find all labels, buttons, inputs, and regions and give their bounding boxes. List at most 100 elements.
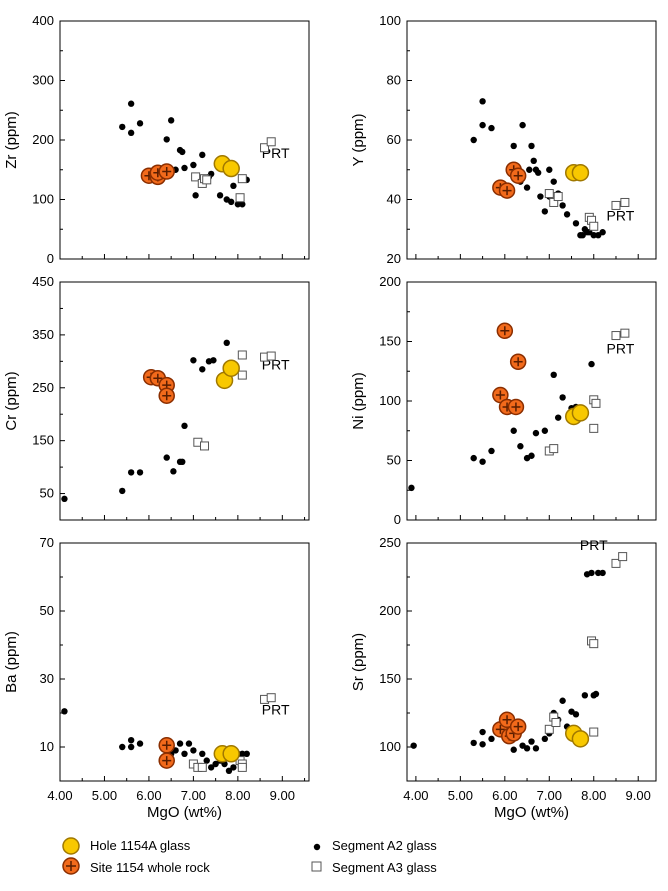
point-a2-glass bbox=[550, 178, 557, 185]
point-a2-glass bbox=[181, 164, 188, 172]
point-a2-glass bbox=[488, 447, 495, 455]
point-a2-glass bbox=[526, 166, 533, 173]
point-whole-rock bbox=[496, 322, 514, 340]
point-a2-glass bbox=[541, 427, 549, 434]
x-tick-label: 7.00 bbox=[181, 788, 206, 803]
y-tick-label: 400 bbox=[32, 13, 54, 28]
point-a2-glass bbox=[136, 469, 144, 476]
x-tick-label: 6.00 bbox=[492, 788, 517, 803]
point-a2-glass bbox=[212, 760, 219, 768]
point-whole-rock-cross bbox=[162, 167, 172, 177]
point-a2-glass bbox=[594, 569, 602, 577]
point-whole-rock bbox=[492, 386, 509, 404]
prt-annotation: PRT bbox=[607, 340, 635, 356]
point-a2-glass bbox=[127, 743, 135, 751]
point-a2-glass bbox=[510, 427, 517, 434]
legend-symbol-whole-rock bbox=[61, 856, 81, 876]
point-whole-rock bbox=[158, 163, 175, 180]
point-a3-glass bbox=[620, 328, 630, 338]
plot-frame bbox=[406, 542, 657, 782]
point-a2-glass bbox=[163, 136, 170, 143]
point-a2-glass bbox=[572, 220, 580, 227]
point-a3-glass bbox=[589, 727, 599, 737]
point-a2-glass bbox=[528, 452, 535, 459]
y-tick-label: 0 bbox=[47, 251, 54, 266]
point-whole-rock-cross bbox=[502, 186, 512, 196]
panel-sr: 100 150 200 250 4.00 5.00 6.00 7.00 8.00 9.00 MgO … bbox=[350, 535, 657, 821]
point-a2-glass bbox=[588, 360, 595, 368]
point-whole-rock bbox=[158, 737, 175, 754]
y-tick-label: 200 bbox=[379, 603, 401, 618]
point-a2-glass bbox=[479, 121, 486, 129]
point-a2-glass bbox=[479, 728, 486, 736]
point-a2-glass bbox=[590, 232, 597, 239]
point-a2-glass bbox=[136, 740, 144, 747]
x-tick-label: 8.00 bbox=[225, 788, 250, 803]
point-a3-glass bbox=[544, 189, 554, 199]
y-tick-label: 60 bbox=[387, 132, 401, 147]
y-tick-label: 70 bbox=[40, 535, 54, 550]
point-a3-glass bbox=[544, 724, 554, 734]
point-a2-glass bbox=[523, 745, 531, 752]
x-tick-label: 6.00 bbox=[136, 788, 161, 803]
x-tick-label: 9.00 bbox=[270, 788, 295, 803]
point-a3-glass bbox=[237, 174, 247, 184]
point-a2-glass bbox=[532, 745, 540, 752]
point-a2-glass bbox=[588, 569, 595, 577]
x-tick-label: 5.00 bbox=[448, 788, 473, 803]
y-tick-label: 100 bbox=[379, 13, 401, 28]
point-a2-glass bbox=[510, 142, 517, 150]
point-a3-glass bbox=[591, 398, 601, 408]
x-tick-label: 4.00 bbox=[47, 788, 72, 803]
point-a2-glass bbox=[216, 192, 224, 199]
point-a2-glass bbox=[61, 495, 68, 503]
point-whole-rock bbox=[509, 353, 527, 370]
point-a2-glass bbox=[517, 443, 524, 450]
point-a2-glass bbox=[243, 750, 250, 757]
point-a2-glass bbox=[470, 739, 477, 747]
plot-frame bbox=[59, 281, 310, 521]
y-tick-label: 50 bbox=[40, 603, 54, 618]
point-a3-glass bbox=[266, 693, 276, 703]
y-axis-title: Ba (ppm) bbox=[3, 631, 20, 693]
y-tick-label: 350 bbox=[32, 327, 54, 342]
x-tick-label: 5.00 bbox=[92, 788, 117, 803]
y-axis-title: Y (ppm) bbox=[350, 113, 367, 166]
point-a2-glass bbox=[470, 136, 477, 144]
point-a2-glass bbox=[230, 764, 237, 771]
legend-label-a2-glass: Segment A2 glass bbox=[332, 838, 437, 853]
point-a2-glass bbox=[239, 201, 246, 208]
point-whole-rock-cross bbox=[500, 326, 510, 336]
legend-symbol-a2-glass bbox=[311, 840, 323, 852]
y-tick-label: 100 bbox=[379, 739, 401, 754]
panel-y: 20 40 60 80 100 Y (ppm) PRT bbox=[350, 13, 657, 266]
point-a2-glass bbox=[559, 202, 566, 209]
y-tick-label: 150 bbox=[32, 433, 54, 448]
y-tick-label: 10 bbox=[40, 739, 54, 754]
point-a2-glass bbox=[192, 192, 199, 199]
point-a2-glass bbox=[163, 454, 170, 461]
point-hole-glass bbox=[571, 730, 590, 748]
point-whole-rock-cross bbox=[513, 171, 523, 181]
point-hole-glass bbox=[222, 359, 240, 377]
y-tick-label: 200 bbox=[379, 274, 401, 289]
y-axis-title: Ni (ppm) bbox=[350, 372, 367, 430]
point-a2-glass bbox=[559, 697, 566, 704]
point-a2-glass bbox=[61, 708, 68, 715]
point-a2-glass bbox=[546, 166, 553, 173]
point-whole-rock bbox=[509, 167, 527, 184]
legend-symbol-a3-glass bbox=[310, 860, 324, 874]
point-a2-glass bbox=[537, 193, 544, 200]
point-a3-glass bbox=[235, 193, 245, 203]
x-axis-title: MgO (wt%) bbox=[147, 804, 222, 821]
point-a2-glass bbox=[119, 123, 126, 131]
point-a2-glass bbox=[179, 458, 186, 466]
point-a2-glass bbox=[127, 129, 135, 137]
point-whole-rock-cross bbox=[495, 724, 505, 734]
point-a2-glass bbox=[530, 157, 537, 165]
y-tick-label: 250 bbox=[32, 380, 54, 395]
point-whole-rock bbox=[507, 398, 525, 416]
point-a3-glass bbox=[200, 441, 210, 451]
point-a2-glass bbox=[199, 750, 206, 757]
